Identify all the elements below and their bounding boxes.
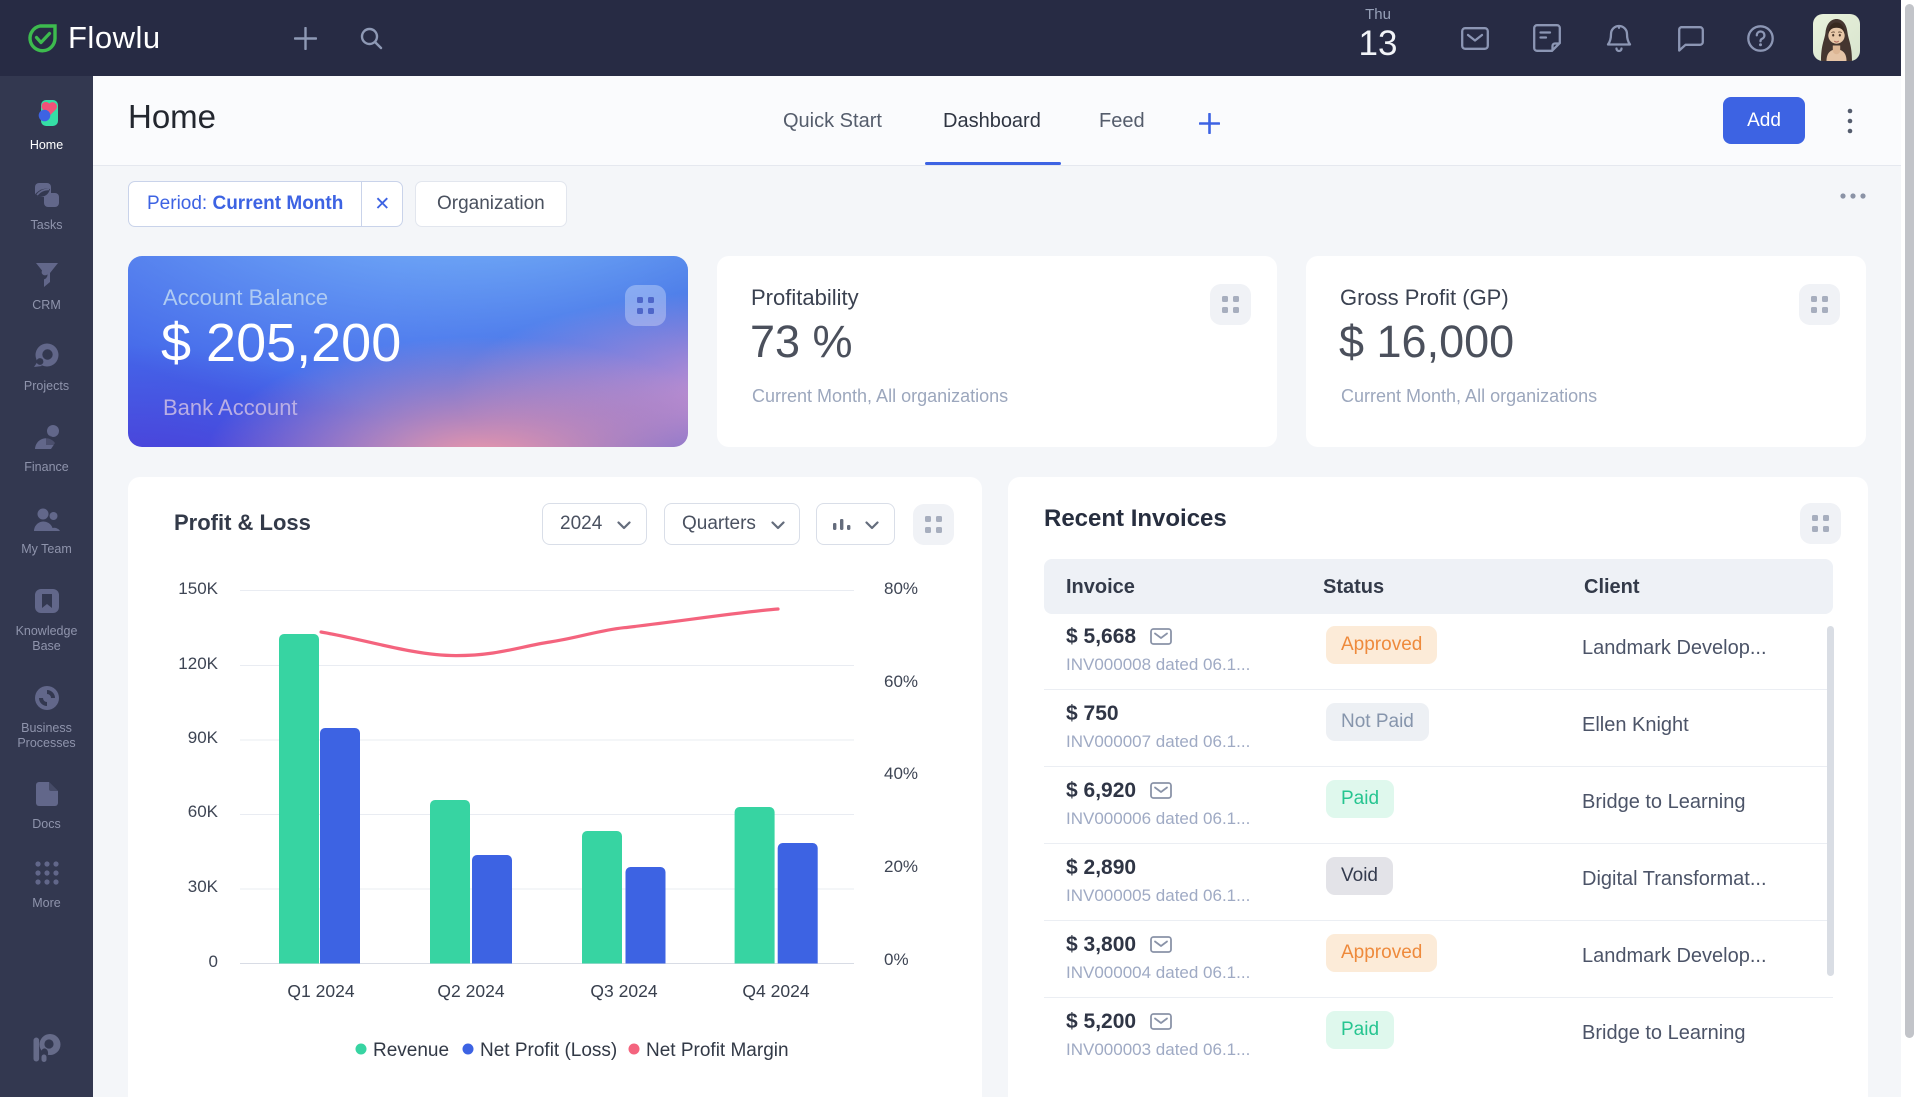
svg-text:90K: 90K: [188, 728, 219, 747]
svg-text:Net Profit Margin: Net Profit Margin: [646, 1040, 789, 1061]
svg-text:20%: 20%: [884, 857, 918, 876]
svg-text:Q3 2024: Q3 2024: [590, 981, 657, 1001]
svg-text:60K: 60K: [188, 802, 219, 821]
svg-text:120K: 120K: [178, 654, 218, 673]
svg-text:Revenue: Revenue: [373, 1040, 449, 1061]
svg-text:0: 0: [209, 952, 218, 971]
svg-text:Q1 2024: Q1 2024: [287, 981, 354, 1001]
svg-text:40%: 40%: [884, 764, 918, 783]
svg-text:30K: 30K: [188, 877, 219, 896]
svg-text:0%: 0%: [884, 950, 909, 969]
svg-text:Q4 2024: Q4 2024: [742, 981, 809, 1001]
svg-text:Q2 2024: Q2 2024: [437, 981, 504, 1001]
svg-text:150K: 150K: [178, 579, 218, 598]
svg-text:60%: 60%: [884, 672, 918, 691]
svg-text:80%: 80%: [884, 579, 918, 598]
svg-text:Net Profit (Loss): Net Profit (Loss): [480, 1040, 617, 1061]
